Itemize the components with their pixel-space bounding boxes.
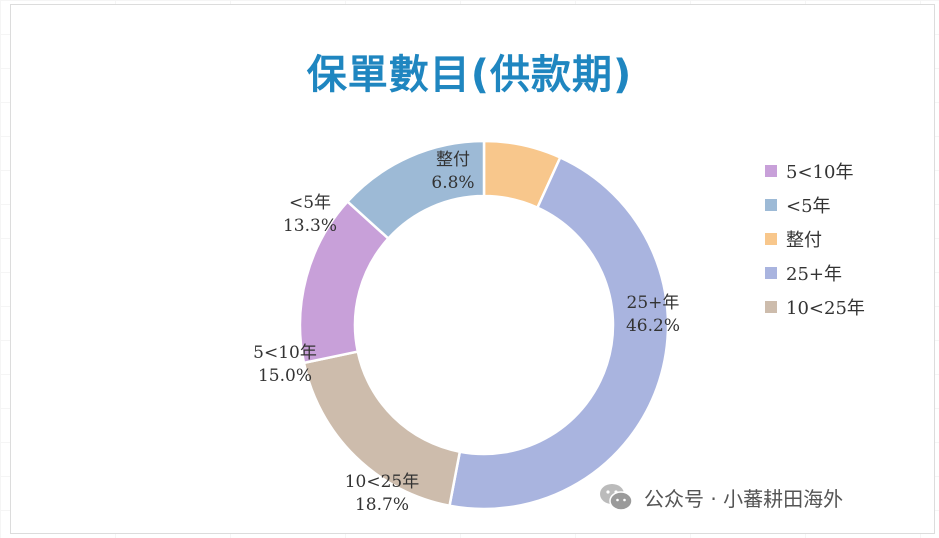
legend-item[interactable]: 整付 [765, 222, 865, 256]
legend-item[interactable]: 10<25年 [765, 290, 865, 324]
legend-item[interactable]: 5<10年 [765, 154, 865, 188]
chart-legend: 5<10年 <5年整付 25+年 10<25年 [765, 154, 865, 324]
chart-area[interactable] [10, 4, 935, 534]
legend-item[interactable]: 25+年 [765, 256, 865, 290]
slice-label-category: 5<10年 [253, 343, 317, 363]
legend-swatch [765, 267, 777, 279]
donut-labels: 整付 6.8% 25+年 46.2% 10<25年 18.7% 5<10年 15.0% <5年 1… [253, 150, 680, 515]
donut-slices [298, 139, 670, 511]
legend-swatch [765, 233, 777, 245]
slice-label-percent: 13.3% [283, 216, 337, 236]
slice-label-percent: 18.7% [355, 495, 409, 515]
legend-label: <5年 [786, 196, 831, 217]
slice-label-category: <5年 [289, 193, 331, 213]
chart-title: 保單數目(供款期) [306, 52, 633, 98]
legend-item[interactable]: <5年 [765, 188, 865, 222]
legend-label: 5<10年 [786, 162, 854, 183]
wechat-icon [600, 484, 633, 511]
slice-label-category: 25+年 [627, 293, 680, 313]
donut-slice-4[interactable] [345, 139, 486, 241]
legend-swatch [765, 199, 777, 211]
donut-slice-1[interactable] [448, 155, 670, 511]
watermark-text: 公众号 · 小蕃耕田海外 [644, 486, 844, 511]
legend-label: 10<25年 [786, 298, 865, 319]
slice-label-percent: 6.8% [431, 173, 474, 193]
watermark: 公众号 · 小蕃耕田海外 [598, 482, 843, 512]
slice-label-category: 整付 [436, 150, 470, 170]
legend-label: 25+年 [786, 264, 842, 285]
legend-swatch [765, 301, 777, 313]
slice-label-percent: 15.0% [258, 366, 312, 386]
slice-label-category: 10<25年 [345, 472, 420, 492]
legend-swatch [765, 165, 777, 177]
slice-label-percent: 46.2% [626, 316, 680, 336]
legend-label: 整付 [786, 230, 822, 251]
